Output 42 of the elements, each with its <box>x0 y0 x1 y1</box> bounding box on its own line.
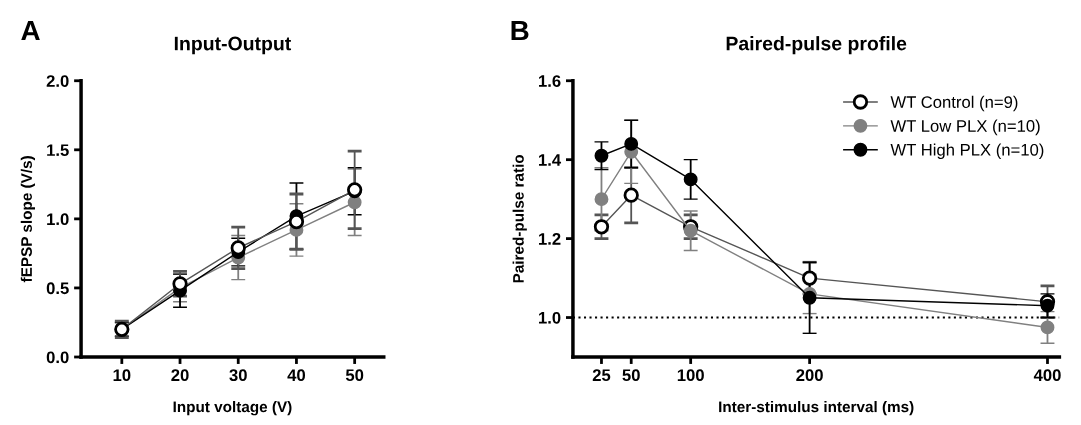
x-axis-title: Input voltage (V) <box>173 401 292 416</box>
y-tick-label: 1.0 <box>47 213 69 226</box>
point <box>1040 298 1055 313</box>
x-tick-label: 40 <box>287 369 306 382</box>
y-tick-label: 1.6 <box>539 75 561 87</box>
point <box>288 214 305 230</box>
text: B <box>511 20 529 41</box>
point <box>683 172 698 187</box>
x-tick-label: 400 <box>1033 369 1061 382</box>
point <box>1040 320 1055 335</box>
x-tick-label: 50 <box>622 369 640 382</box>
legend-label: WT Control (n=9) <box>890 95 1018 112</box>
point <box>623 187 639 203</box>
x-tick-label: 20 <box>171 369 189 382</box>
point <box>802 290 817 305</box>
y-tick-label: 0.5 <box>46 282 69 295</box>
y-tick-label: 1.0 <box>539 311 561 324</box>
x-tick-label: 30 <box>229 369 247 382</box>
point <box>801 270 818 286</box>
point <box>594 148 609 163</box>
legend-label: WT High PLX (n=10) <box>890 143 1044 160</box>
chart-title: Input-Output <box>174 36 292 55</box>
y-tick-label: 1.5 <box>47 144 69 157</box>
legend-label: WT Low PLX (n=10) <box>890 119 1040 136</box>
point <box>594 192 609 207</box>
y-axis-title: fEPSP slope (V/s) <box>20 156 35 283</box>
y-axis-title: Paired-pulse ratio <box>512 154 527 283</box>
y-tick-label: 0.0 <box>46 351 69 364</box>
chart-title: Paired-pulse profile <box>726 36 907 55</box>
point <box>624 136 639 151</box>
text: A <box>21 20 40 41</box>
point <box>683 223 698 238</box>
x-tick-label: 25 <box>592 369 611 382</box>
x-tick-label: 100 <box>677 369 704 382</box>
x-tick-label: 10 <box>113 369 131 382</box>
x-tick-label: 200 <box>796 369 823 382</box>
x-tick-label: 50 <box>345 369 364 382</box>
y-tick-label: 1.4 <box>539 154 562 166</box>
y-tick-label: 2.0 <box>46 75 69 87</box>
point <box>593 219 610 235</box>
x-axis-title: Inter-stimulus interval (ms) <box>719 401 914 416</box>
y-tick-label: 1.2 <box>539 233 561 245</box>
